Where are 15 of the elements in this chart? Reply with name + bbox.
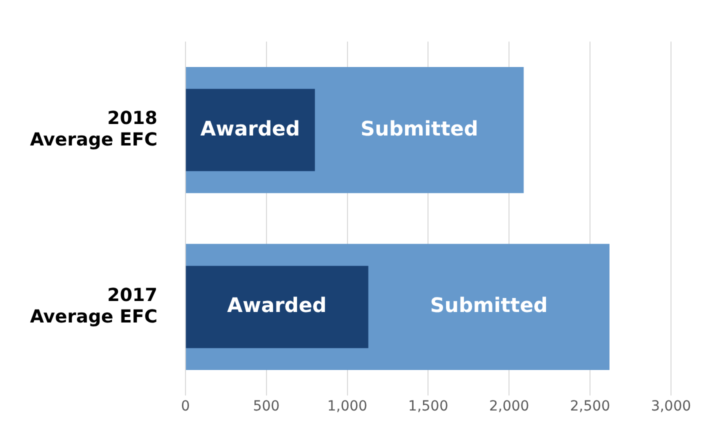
series-label: Awarded <box>200 116 300 140</box>
x-tick-label: 3,000 <box>650 398 692 414</box>
y-tick-label: 2017 Average EFC <box>30 284 158 328</box>
x-tick-label: 1,500 <box>408 398 448 414</box>
x-tick-label: 0 <box>180 398 190 414</box>
series-label: Submitted <box>360 116 478 140</box>
x-tick-label: 2,000 <box>489 398 530 414</box>
x-tick-label: 1,000 <box>327 398 368 414</box>
x-tick-label: 500 <box>252 398 280 414</box>
bar <box>186 266 368 348</box>
y-tick-label: 2018 Average EFC <box>30 108 158 151</box>
bar <box>186 88 315 172</box>
text: Awarded <box>227 293 327 318</box>
text: Submitted <box>430 293 548 318</box>
x-tick-label: 2,500 <box>570 398 610 414</box>
